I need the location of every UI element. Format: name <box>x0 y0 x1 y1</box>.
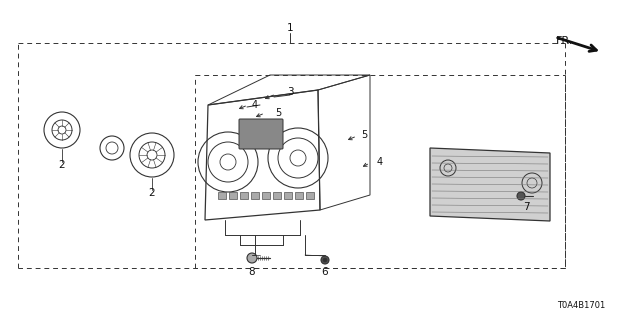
Text: 2: 2 <box>59 160 65 170</box>
Circle shape <box>247 253 257 263</box>
Text: 3: 3 <box>287 87 293 97</box>
Text: 6: 6 <box>322 267 328 277</box>
Bar <box>295 192 303 199</box>
Text: 5: 5 <box>275 108 281 118</box>
Text: 4: 4 <box>377 157 383 167</box>
Bar <box>284 192 292 199</box>
Bar <box>240 192 248 199</box>
Text: 8: 8 <box>249 267 255 277</box>
Polygon shape <box>430 148 550 221</box>
Bar <box>306 192 314 199</box>
FancyBboxPatch shape <box>239 119 283 149</box>
Text: 2: 2 <box>148 188 156 198</box>
Bar <box>273 192 281 199</box>
Bar <box>218 192 226 199</box>
Text: FR.: FR. <box>556 36 573 46</box>
Bar <box>229 192 237 199</box>
Bar <box>262 192 270 199</box>
Circle shape <box>517 192 525 200</box>
Bar <box>251 192 259 199</box>
Text: 1: 1 <box>287 23 293 33</box>
Text: 4: 4 <box>252 100 258 110</box>
Circle shape <box>321 256 329 264</box>
Text: T0A4B1701: T0A4B1701 <box>557 301 605 310</box>
Text: 7: 7 <box>523 202 529 212</box>
Text: 5: 5 <box>361 130 367 140</box>
Circle shape <box>323 258 327 262</box>
